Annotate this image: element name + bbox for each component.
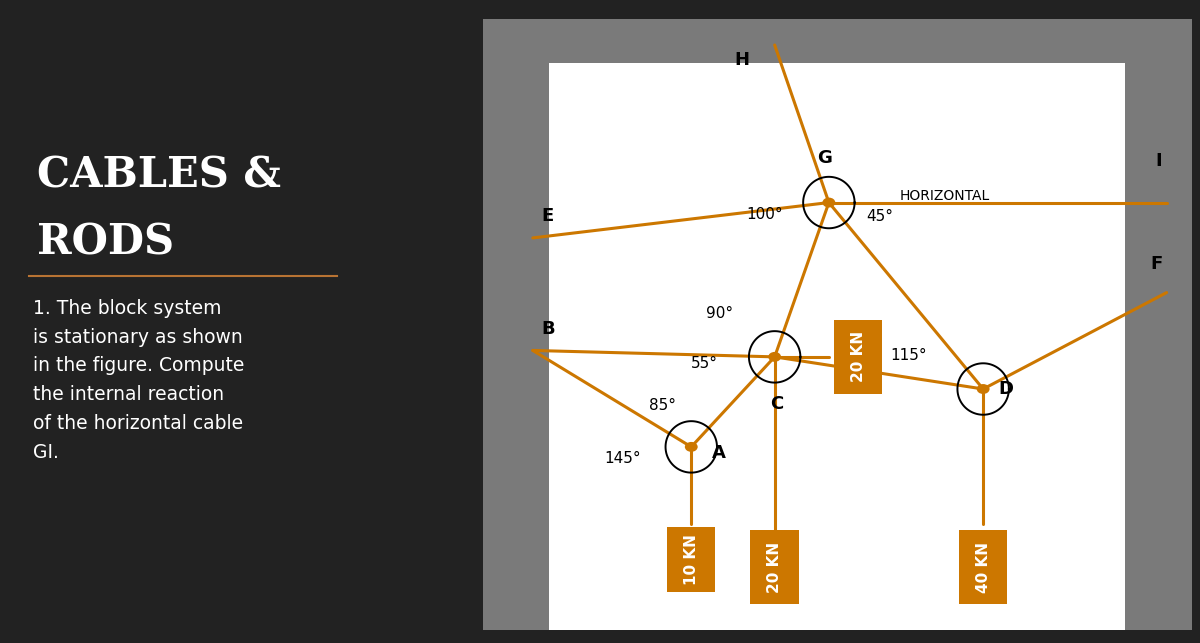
Text: HORIZONTAL: HORIZONTAL bbox=[900, 189, 990, 203]
FancyBboxPatch shape bbox=[959, 530, 1007, 604]
Circle shape bbox=[977, 384, 990, 394]
Text: B: B bbox=[541, 320, 554, 338]
Text: 115°: 115° bbox=[890, 349, 926, 363]
Text: RODS: RODS bbox=[37, 222, 174, 264]
Circle shape bbox=[685, 442, 697, 452]
Text: 10 KN: 10 KN bbox=[684, 534, 698, 585]
FancyBboxPatch shape bbox=[834, 320, 882, 394]
Text: H: H bbox=[734, 51, 750, 69]
Text: I: I bbox=[1156, 152, 1163, 170]
Text: D: D bbox=[998, 380, 1013, 398]
Text: 20 KN: 20 KN bbox=[767, 541, 782, 593]
Text: 90°: 90° bbox=[706, 307, 733, 322]
Text: F: F bbox=[1151, 255, 1163, 273]
Text: 20 KN: 20 KN bbox=[851, 331, 865, 383]
Text: 1. The block system
is stationary as shown
in the figure. Compute
the internal r: 1. The block system is stationary as sho… bbox=[32, 299, 245, 462]
Text: 40 KN: 40 KN bbox=[976, 541, 991, 593]
Text: 145°: 145° bbox=[605, 451, 641, 466]
Circle shape bbox=[822, 197, 835, 208]
Text: 45°: 45° bbox=[866, 209, 894, 224]
Circle shape bbox=[768, 352, 781, 362]
Text: G: G bbox=[817, 149, 832, 167]
FancyBboxPatch shape bbox=[1124, 63, 1192, 630]
Text: 55°: 55° bbox=[691, 356, 718, 371]
FancyBboxPatch shape bbox=[550, 63, 1124, 630]
Text: 100°: 100° bbox=[746, 206, 784, 222]
Text: E: E bbox=[541, 207, 553, 225]
Text: A: A bbox=[712, 444, 726, 462]
Text: CABLES &: CABLES & bbox=[37, 154, 281, 196]
Text: C: C bbox=[770, 395, 784, 413]
Text: 85°: 85° bbox=[649, 399, 677, 413]
FancyBboxPatch shape bbox=[750, 530, 799, 604]
FancyBboxPatch shape bbox=[482, 63, 550, 630]
FancyBboxPatch shape bbox=[482, 19, 1192, 63]
FancyBboxPatch shape bbox=[667, 527, 715, 592]
